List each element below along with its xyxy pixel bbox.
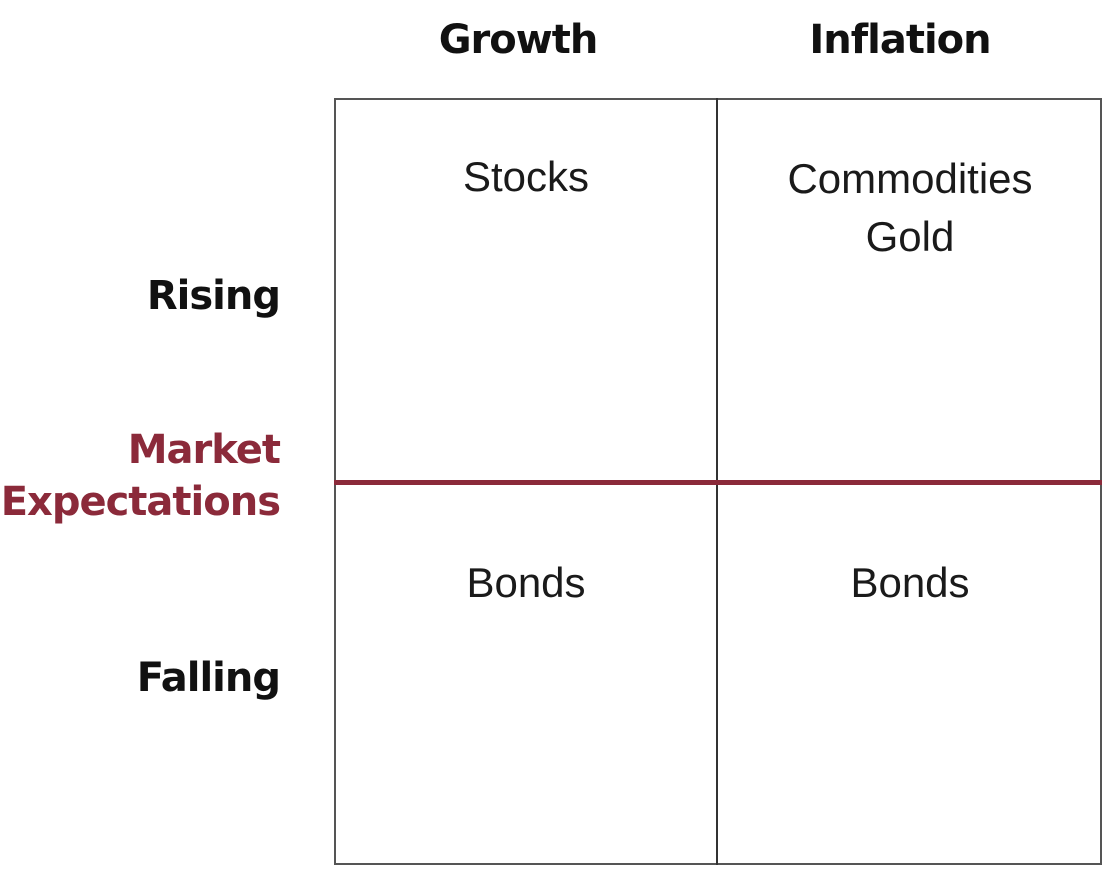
row-label-rising: Rising [146, 273, 281, 319]
cell-rising-growth: Stocks [336, 148, 716, 206]
row-label-falling: Falling [136, 655, 281, 701]
market-expectations-line [334, 480, 1102, 485]
cell-falling-inflation: Bonds [720, 554, 1100, 612]
divider-label-line-2: Expectations [0, 479, 281, 525]
column-header-inflation: Inflation [809, 17, 991, 63]
cell-item-bonds: Bonds [466, 559, 586, 606]
cell-item-gold: Gold [865, 213, 955, 260]
column-header-growth: Growth [438, 17, 599, 63]
cell-item-stocks: Stocks [462, 153, 590, 200]
divider-label-market-expectations: Market Expectations [0, 424, 281, 528]
cell-item-bonds: Bonds [850, 559, 970, 606]
cell-falling-growth: Bonds [336, 554, 716, 612]
cell-item-commodities: Commodities [787, 155, 1033, 202]
cell-rising-inflation: Commodities Gold [720, 150, 1100, 266]
divider-label-line-1: Market [127, 427, 281, 473]
